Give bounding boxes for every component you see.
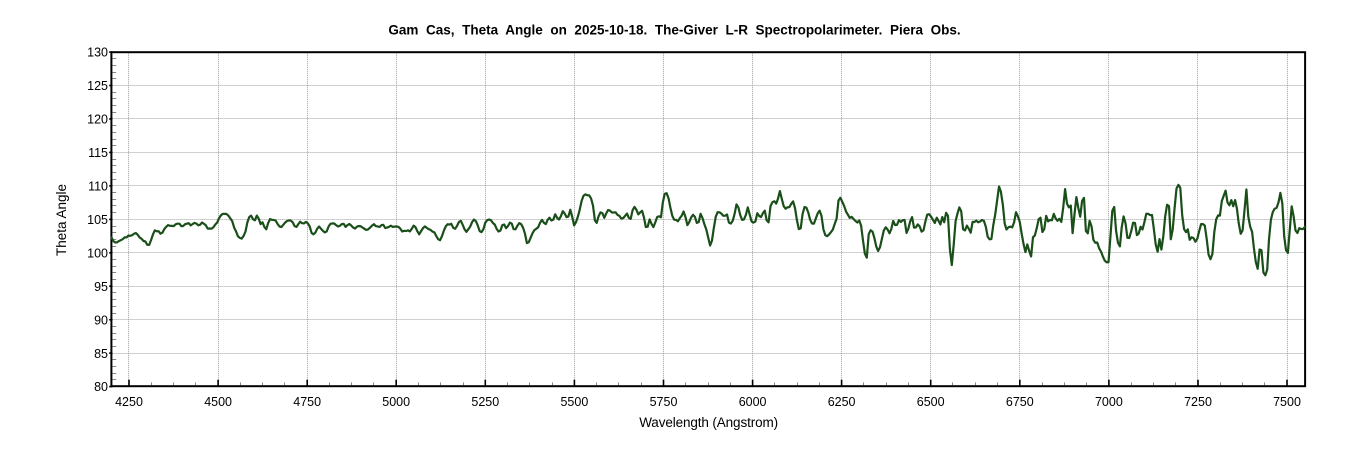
svg-text:4250: 4250 xyxy=(115,395,143,409)
svg-text:125: 125 xyxy=(87,79,108,93)
svg-text:6500: 6500 xyxy=(917,395,945,409)
svg-text:6250: 6250 xyxy=(828,395,856,409)
svg-text:5250: 5250 xyxy=(471,395,499,409)
svg-text:120: 120 xyxy=(87,113,108,127)
svg-text:Gam Cas, Theta Angle on 2025-1: Gam Cas, Theta Angle on 2025-10-18. The-… xyxy=(388,23,960,38)
svg-text:110: 110 xyxy=(88,180,108,194)
svg-text:5000: 5000 xyxy=(382,395,410,409)
svg-text:105: 105 xyxy=(87,213,108,227)
svg-text:95: 95 xyxy=(94,280,108,294)
svg-text:7250: 7250 xyxy=(1184,395,1212,409)
svg-text:6750: 6750 xyxy=(1006,395,1034,409)
svg-text:4750: 4750 xyxy=(293,395,321,409)
svg-text:Wavelength (Angstrom): Wavelength (Angstrom) xyxy=(639,415,778,430)
svg-text:7000: 7000 xyxy=(1095,395,1123,409)
svg-text:80: 80 xyxy=(94,380,108,394)
svg-text:Theta Angle: Theta Angle xyxy=(54,184,69,256)
svg-text:4500: 4500 xyxy=(204,395,232,409)
svg-text:6000: 6000 xyxy=(739,395,767,409)
svg-text:90: 90 xyxy=(94,313,108,327)
svg-text:100: 100 xyxy=(87,246,108,260)
svg-text:7500: 7500 xyxy=(1273,395,1301,409)
svg-text:85: 85 xyxy=(94,347,108,361)
svg-text:130: 130 xyxy=(87,46,108,60)
svg-text:5500: 5500 xyxy=(560,395,588,409)
svg-text:115: 115 xyxy=(88,146,108,160)
svg-text:5750: 5750 xyxy=(650,395,678,409)
